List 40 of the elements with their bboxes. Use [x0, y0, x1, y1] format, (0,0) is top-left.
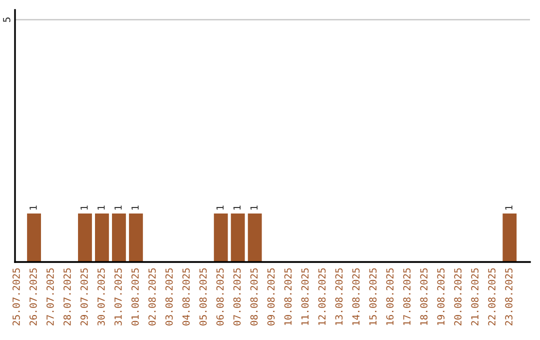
x-tick-label: 20.08.2025 — [454, 268, 462, 326]
x-tick-label: 31.07.2025 — [114, 268, 122, 326]
x-tick-label: 26.07.2025 — [30, 268, 37, 326]
x-tick-label: 23.08.2025 — [505, 268, 512, 326]
x-tick-label: 12.08.2025 — [318, 268, 326, 325]
x-tick-label: 09.08.2025 — [267, 268, 275, 326]
x-tick-label: 27.07.2025 — [46, 268, 54, 326]
x-tick-label: 25.07.2025 — [12, 268, 20, 326]
x-tick-label: 30.07.2025 — [97, 268, 105, 326]
y-tick-label: 5 — [3, 18, 10, 22]
data-label: 1 — [132, 206, 139, 210]
x-tick-label: 06.08.2025 — [216, 268, 224, 326]
x-tick-label: 07.08.2025 — [233, 268, 241, 326]
data-label: 1 — [216, 206, 224, 210]
x-tick-label: 05.08.2025 — [199, 268, 207, 326]
data-label: 1 — [114, 206, 122, 210]
x-tick-label: 15.08.2025 — [369, 268, 377, 325]
x-tick-label: 13.08.2025 — [335, 268, 343, 325]
x-tick-label: 22.08.2025 — [488, 268, 496, 326]
data-label: 1 — [30, 206, 37, 210]
x-tick-label: 28.07.2025 — [63, 268, 71, 326]
data-label: 1 — [80, 206, 88, 210]
x-tick-label: 08.08.2025 — [250, 268, 258, 326]
x-tick-label: 19.08.2025 — [437, 268, 445, 325]
x-tick-label: 21.08.2025 — [471, 268, 478, 326]
x-tick-label: 29.07.2025 — [80, 268, 88, 326]
x-tick-label: 18.08.2025 — [420, 268, 428, 325]
x-tick-label: 02.08.2025 — [148, 268, 156, 326]
x-tick-label: 14.08.2025 — [352, 268, 360, 325]
x-tick-label: 11.08.2025 — [301, 268, 309, 325]
x-tick-label: 03.08.2025 — [165, 268, 173, 326]
data-label: 1 — [250, 206, 258, 210]
data-label: 1 — [505, 206, 512, 210]
x-tick-label: 10.08.2025 — [284, 268, 292, 325]
x-tick-label: 04.08.2025 — [182, 268, 190, 326]
x-tick-label: 16.08.2025 — [386, 268, 394, 325]
x-tick-label: 17.08.2025 — [403, 268, 411, 325]
data-label: 1 — [98, 206, 105, 210]
data-label: 1 — [233, 206, 241, 210]
x-tick-label: 01.08.2025 — [131, 268, 139, 326]
